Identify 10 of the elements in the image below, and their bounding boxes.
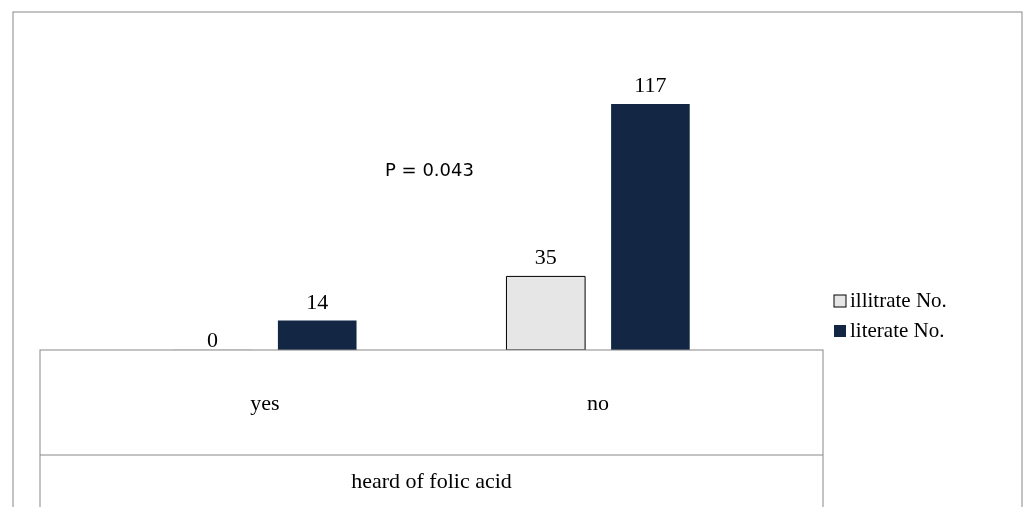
data-label: 117 (634, 72, 667, 97)
legend-label: illitrate No. (850, 288, 947, 312)
data-label: 14 (306, 288, 329, 314)
annotation: P = 0.043 (385, 159, 474, 180)
x-tick-label: yes (250, 390, 280, 415)
data-label: 35 (534, 244, 557, 270)
legend-label: literate No. (850, 318, 945, 342)
x-axis-title: heard of folic acid (351, 468, 512, 493)
data-label: 0 (207, 327, 219, 352)
x-tick-label: no (587, 390, 610, 415)
